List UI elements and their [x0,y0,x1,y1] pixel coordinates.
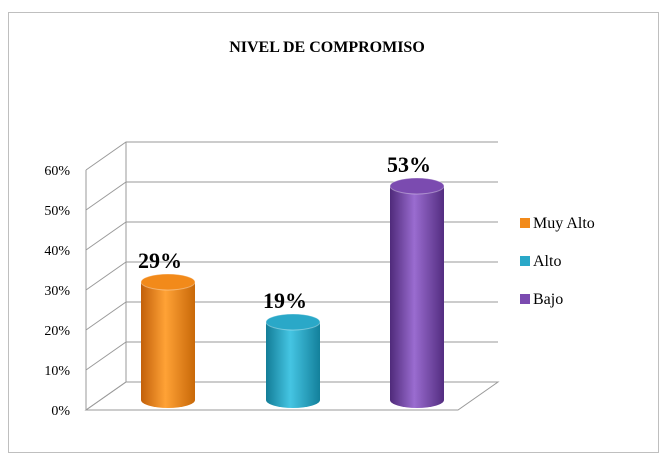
bar-bajo [389,177,445,408]
floor [84,381,500,411]
bar-muy-alto [140,273,196,408]
legend-swatch [520,218,530,228]
gridline [85,181,498,211]
bars [140,177,445,408]
chart-border [8,12,659,453]
chart-title: NIVEL DE COMPROMISO [229,39,425,56]
gridline [85,301,498,331]
y-axis: 0% 10% 20% 30% 40% 50% 60% [44,164,87,419]
gridline [85,341,498,371]
legend-swatch [520,256,530,266]
bar-top [389,177,445,195]
gridline [85,141,498,171]
gridline [85,221,498,251]
bar-body [141,282,195,408]
data-labels: 29% 19% 53% [138,152,431,313]
bar-body [390,186,444,408]
bar-alto [265,313,321,408]
legend: Muy Alto Alto Bajo [520,215,595,308]
legend-label: Bajo [533,291,563,308]
y-tick-label: 0% [51,404,70,419]
legend-swatch [520,294,530,304]
data-label: 29% [138,248,182,273]
y-tick-label: 60% [44,164,70,179]
y-tick-label: 30% [44,284,70,299]
gridline [85,261,498,291]
data-label: 19% [263,288,307,313]
legend-label: Alto [533,253,561,270]
y-tick-label: 20% [44,324,70,339]
y-tick-label: 10% [44,364,70,379]
bar-top [265,313,321,331]
y-tick-label: 40% [44,244,70,259]
data-label: 53% [387,152,431,177]
bar-body [266,322,320,408]
legend-label: Muy Alto [533,215,595,232]
y-tick-label: 50% [44,204,70,219]
gridlines [84,141,500,411]
bar-top [140,273,196,291]
